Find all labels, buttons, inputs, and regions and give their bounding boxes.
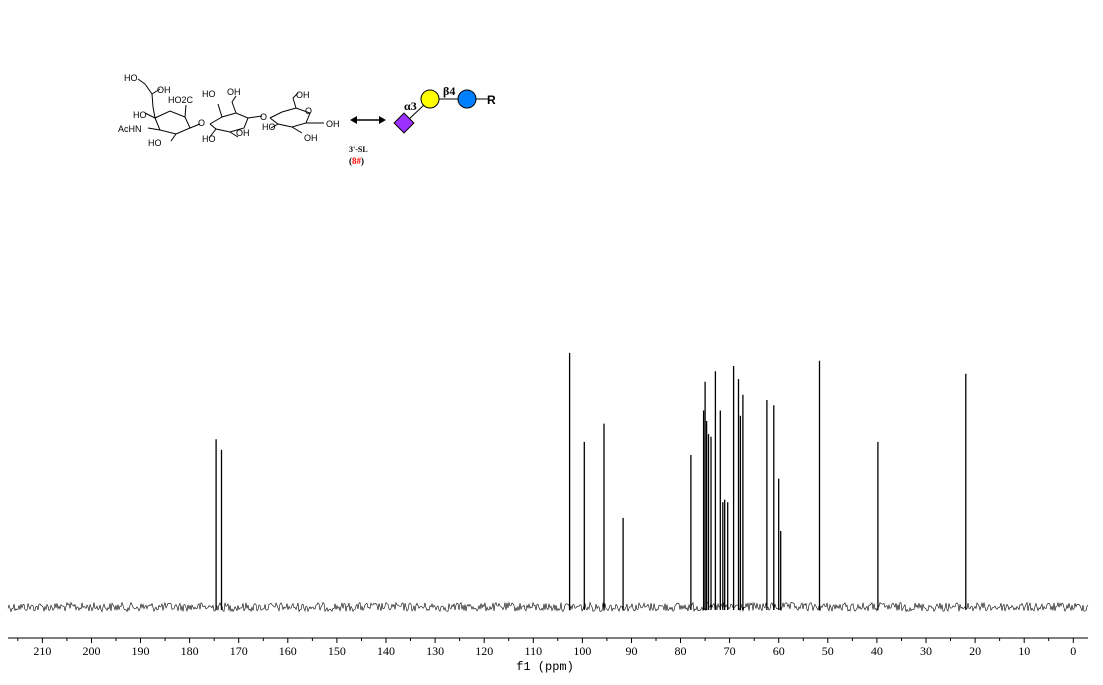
tick-label: 110 [525, 644, 543, 658]
glucose-circle-icon [457, 89, 477, 109]
atom-label: OH [227, 87, 241, 97]
atom-label: HO [124, 73, 138, 83]
neu5ac-diamond-icon [393, 112, 415, 134]
atom-label: OH [236, 128, 250, 138]
svg-text:(8#): (8#) [349, 156, 364, 166]
paren-open: ( [349, 156, 352, 166]
atom-label: HO2C [168, 95, 194, 105]
glycan-symbol: α3 β4 R [393, 84, 496, 134]
peaks [215, 352, 967, 610]
atom-label: HO [262, 122, 276, 132]
tick-label: 100 [573, 644, 591, 658]
x-axis-label: f1 (ppm) [516, 660, 574, 674]
x-axis: 210 200 190 180 170 160 150 140 130 120 110 100 90 80… [8, 637, 1088, 658]
tick-label: 50 [822, 644, 834, 658]
tick-label: 190 [132, 644, 150, 658]
baseline-noise [7, 601, 1089, 613]
atom-label: OH [157, 85, 171, 95]
tick-label: 170 [230, 644, 248, 658]
tick-label: 40 [871, 644, 883, 658]
tick-label: 210 [33, 644, 51, 658]
compound-code-text: 8# [352, 156, 362, 166]
tick-label: 200 [83, 644, 101, 658]
tick-label: 60 [773, 644, 785, 658]
atom-label: HO [202, 134, 216, 144]
x-axis-ticks: 210 200 190 180 170 160 150 140 130 120 110 100 90 80… [17, 638, 1076, 658]
atom-label: OH [304, 133, 318, 143]
tick-label: 140 [377, 644, 395, 658]
compound-code: (8#) [349, 156, 364, 166]
linkage-alpha-label: α3 [404, 99, 417, 113]
tick-label: 150 [328, 644, 346, 658]
atom-label: O [260, 112, 267, 122]
tick-label: 70 [724, 644, 736, 658]
tick-label: 0 [1070, 644, 1076, 658]
atom-label: O [305, 106, 312, 116]
double-arrow-icon [350, 116, 386, 124]
atom-label: OH [296, 90, 310, 100]
tick-label: 10 [1018, 644, 1030, 658]
chemical-structure-labels: HO OH HO2C HO AcHN HO O HO OH HO OH O OH… [118, 73, 340, 148]
atom-label: HO [133, 110, 147, 120]
atom-label: O [198, 118, 205, 128]
paren-close: ) [361, 156, 364, 166]
tick-label: 160 [279, 644, 297, 658]
tick-label: 20 [969, 644, 981, 658]
tick-label: 80 [675, 644, 687, 658]
tick-label: 120 [475, 644, 493, 658]
atom-label: OH [326, 119, 340, 129]
nmr-spectrum [7, 352, 1089, 613]
galactose-circle-icon [420, 89, 440, 109]
compound-label: 3'-SL [349, 145, 368, 154]
tick-label: 30 [920, 644, 932, 658]
reducing-end-label: R [487, 93, 496, 107]
atom-label: HO [202, 89, 216, 99]
atom-label: HO [148, 138, 162, 148]
chemical-structure [137, 78, 324, 142]
tick-label: 90 [626, 644, 638, 658]
tick-label: 130 [426, 644, 444, 658]
linkage-beta-label: β4 [443, 84, 455, 98]
atom-label: AcHN [118, 124, 142, 134]
tick-label: 180 [181, 644, 199, 658]
